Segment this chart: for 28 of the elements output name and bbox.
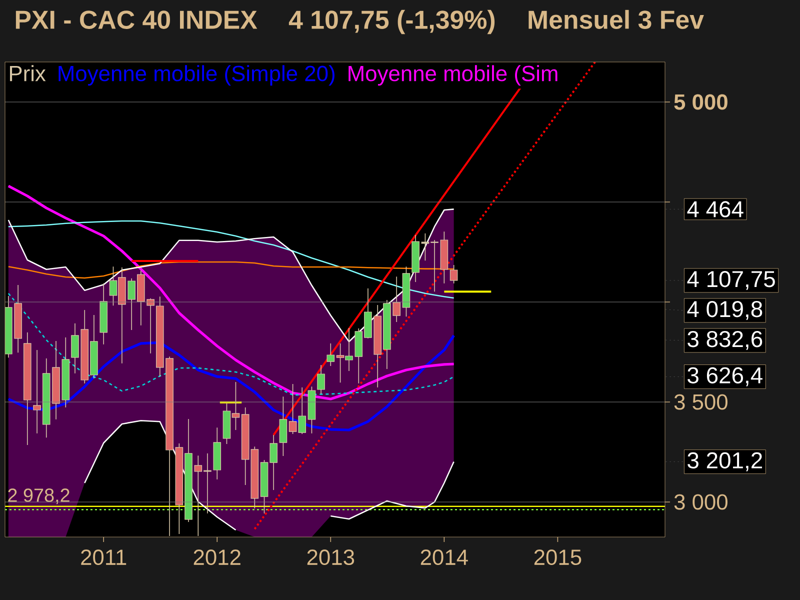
annotation: 4 107,75 bbox=[687, 270, 775, 290]
annotation: 3 626,4 bbox=[688, 367, 762, 386]
y-tick-label: 3 500 bbox=[674, 394, 728, 410]
annotation: 3 201,2 bbox=[688, 452, 762, 472]
chart-title: PXI - CAC 40 INDEX bbox=[16, 10, 258, 29]
annotation: 3 832,6 bbox=[688, 330, 762, 350]
text: Moyenne mobile (Simple 20) bbox=[58, 65, 334, 86]
line-series bbox=[8, 208, 454, 342]
candlestick bbox=[326, 343, 335, 366]
text: Prix bbox=[10, 65, 46, 82]
annotation: 4 019,8 bbox=[687, 300, 762, 320]
candlestick bbox=[317, 364, 325, 394]
candlestick bbox=[279, 396, 288, 456]
candlestick bbox=[450, 264, 458, 284]
line-series bbox=[8, 220, 454, 299]
x-tick-label: 2011 bbox=[81, 550, 126, 566]
ref-line-label: 2 978,2 bbox=[8, 488, 70, 504]
x-tick-label: 2013 bbox=[307, 550, 354, 566]
chart-subtitle: 4 107,75 (-1,39%) bbox=[288, 10, 495, 34]
x-tick-label: 2015 bbox=[534, 550, 582, 566]
x-tick-label: 2014 bbox=[420, 550, 468, 566]
text: Mensuel 3 Fev bbox=[528, 10, 704, 29]
y-tick-label: 5 000 bbox=[674, 94, 728, 110]
annotation: 4 464 bbox=[687, 201, 744, 218]
line-series bbox=[7, 334, 456, 432]
x-tick-label: 2012 bbox=[194, 550, 240, 566]
y-tick-label: 3 000 bbox=[674, 494, 728, 510]
text: Moyenne mobile (Sim bbox=[348, 65, 558, 86]
